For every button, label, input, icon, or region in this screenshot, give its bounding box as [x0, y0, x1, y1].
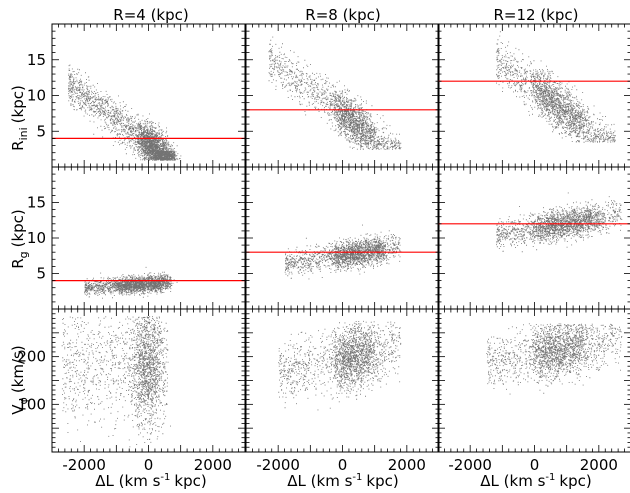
ticks — [51, 308, 246, 453]
scatter-points — [84, 266, 178, 299]
y-tick-label: 5 — [36, 122, 46, 140]
x-axis-titles: ΔL (km s-1 kpc) ΔL (km s-1 kpc) ΔL (km s-1… — [95, 472, 591, 490]
x-tick-label: -2000 — [62, 456, 106, 474]
panel-r1-c0: 5 10 15 — [27, 166, 246, 310]
x-title-main: ΔL (km s — [480, 472, 545, 490]
y-title-vphi-unit: (km/s) — [9, 345, 27, 393]
point-cloud — [278, 320, 402, 411]
x-axis-title-col1: ΔL (km s-1 kpc) — [95, 472, 206, 490]
column-titles: R=4 (kpc) R=8 (kpc) R=12 (kpc) — [113, 6, 578, 24]
y-tick-label: 15 — [27, 194, 46, 212]
x-title-sup: -1 — [352, 472, 362, 483]
y-title-vphi-sub: φ — [17, 397, 30, 404]
x-tick-label: -2000 — [448, 456, 492, 474]
y-tick-label: 100 — [17, 395, 46, 413]
panel-r0-c1 — [245, 23, 440, 168]
panel-frame — [51, 308, 246, 453]
y-title-rini-main: R — [9, 140, 27, 150]
x-tick-label: 2000 — [194, 456, 232, 474]
y-axis-title-rini: Rini (kpc) — [9, 85, 30, 151]
point-cloud — [268, 36, 402, 150]
panel-r2-c1: -2000 0 2000 — [245, 308, 440, 474]
y-tick-label: 10 — [27, 229, 46, 247]
panel-r2-c2: -2000 0 2000 — [437, 308, 630, 474]
x-title-tail: kpc) — [366, 472, 398, 490]
x-title-main: ΔL (km s — [287, 472, 352, 490]
point-cloud — [68, 64, 182, 161]
point-cloud — [84, 266, 178, 299]
y-tick-label: 15 — [27, 51, 46, 69]
ticks — [245, 308, 440, 453]
panel-r1-c1 — [245, 166, 440, 310]
x-axis-title-col2: ΔL (km s-1 kpc) — [287, 472, 398, 490]
ticks — [51, 166, 246, 310]
x-title-tail: kpc) — [174, 472, 206, 490]
y-title-rg-main: R — [9, 258, 27, 268]
svg-text:Rg(kpc): Rg (kpc) — [9, 209, 30, 269]
scatter-points — [496, 192, 623, 253]
y-axis-title-rg: Rg (kpc) — [9, 209, 30, 269]
x-tick-label: 0 — [530, 456, 540, 474]
scatter-points — [61, 316, 172, 448]
x-tick-label: -2000 — [256, 456, 300, 474]
x-title-tail: kpc) — [559, 472, 591, 490]
point-cloud — [61, 316, 172, 448]
svg-text:Vφ(km/s): Vφ (km/s) — [9, 345, 30, 414]
point-cloud — [486, 323, 623, 395]
panel-r1-c2 — [437, 166, 630, 310]
scatter-points — [268, 36, 402, 150]
x-tick-label: 2000 — [388, 456, 426, 474]
x-title-sup: -1 — [545, 472, 555, 483]
x-tick-label: 0 — [338, 456, 348, 474]
x-axis-title-col3: ΔL (km s-1 kpc) — [480, 472, 591, 490]
y-title-rg-sub: g — [17, 251, 30, 258]
x-title-sup: -1 — [160, 472, 170, 483]
y-title-vphi-main: V — [9, 404, 27, 415]
y-title-rini-sub: ini — [17, 127, 30, 140]
y-tick-label: 200 — [17, 348, 46, 366]
scatter-points — [495, 31, 616, 143]
ticks — [245, 23, 440, 168]
column-title-r4: R=4 (kpc) — [113, 6, 188, 24]
x-title-main: ΔL (km s — [95, 472, 160, 490]
ticks — [437, 166, 630, 310]
panel-r2-c0: 100 200 -2000 0 2000 — [17, 308, 246, 474]
y-title-rg-unit: (kpc) — [9, 209, 27, 247]
panel-frame — [437, 166, 630, 310]
column-title-r8: R=8 (kpc) — [305, 6, 380, 24]
ticks — [437, 23, 630, 168]
y-tick-label: 5 — [36, 265, 46, 283]
panel-r0-c2 — [437, 23, 630, 168]
point-cloud — [495, 31, 616, 143]
ticks — [437, 308, 630, 453]
y-axis-title-vphi: Vφ (km/s) — [9, 345, 30, 414]
point-cloud — [496, 192, 623, 253]
y-title-rini-unit: (kpc) — [9, 85, 27, 123]
x-tick-label: 2000 — [580, 456, 618, 474]
scatter-points — [278, 320, 402, 411]
scatter-points — [486, 323, 623, 395]
ticks — [245, 166, 440, 310]
scatter-points — [68, 64, 182, 161]
x-tick-label: 0 — [144, 456, 154, 474]
svg-text:Rini(kpc): Rini (kpc) — [9, 85, 30, 151]
column-title-r12: R=12 (kpc) — [493, 6, 578, 24]
y-tick-label: 10 — [27, 87, 46, 105]
panel-r0-c0: 5 10 15 — [27, 23, 246, 168]
panel-frame — [245, 166, 440, 310]
panel-frame — [245, 308, 440, 453]
